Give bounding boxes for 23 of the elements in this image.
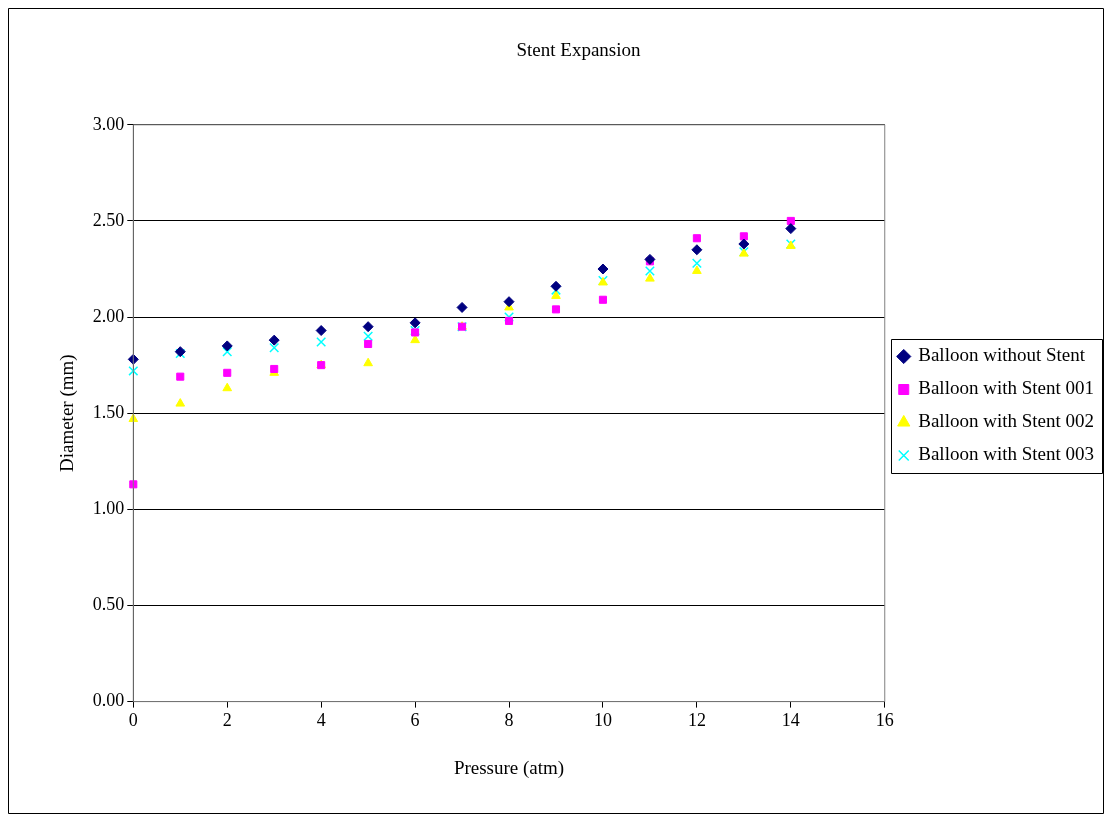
x-tick-label: 0 [128, 710, 138, 731]
x-axis-title: Pressure (atm) [453, 756, 565, 779]
x-tick-label: 8 [504, 710, 514, 731]
y-tick-label: 0.00 [92, 690, 125, 711]
y-tick-label: 2.00 [92, 305, 125, 326]
chart-title: Stent Expansion [516, 39, 641, 61]
x-tick-label: 6 [410, 710, 420, 731]
legend-label: Balloon without Stent [918, 344, 1086, 366]
x-tick-label: 16 [875, 710, 894, 731]
x-tick-label: 14 [781, 710, 800, 731]
y-tick-label: 1.50 [92, 401, 125, 422]
y-tick-label: 1.00 [92, 498, 125, 519]
x-tick-label: 10 [593, 710, 612, 731]
y-axis-title: Diameter (mm) [56, 354, 79, 473]
legend-label: Balloon with Stent 002 [918, 410, 1094, 432]
y-tick-label: 0.50 [92, 594, 125, 615]
x-tick-label: 4 [316, 710, 326, 731]
legend-label: Balloon with Stent 003 [918, 443, 1094, 465]
y-tick-label: 2.50 [92, 209, 125, 230]
y-tick-label: 3.00 [92, 113, 125, 134]
x-tick-label: 2 [222, 710, 232, 731]
legend-label: Balloon with Stent 001 [918, 377, 1094, 399]
x-tick-label: 12 [687, 710, 706, 731]
